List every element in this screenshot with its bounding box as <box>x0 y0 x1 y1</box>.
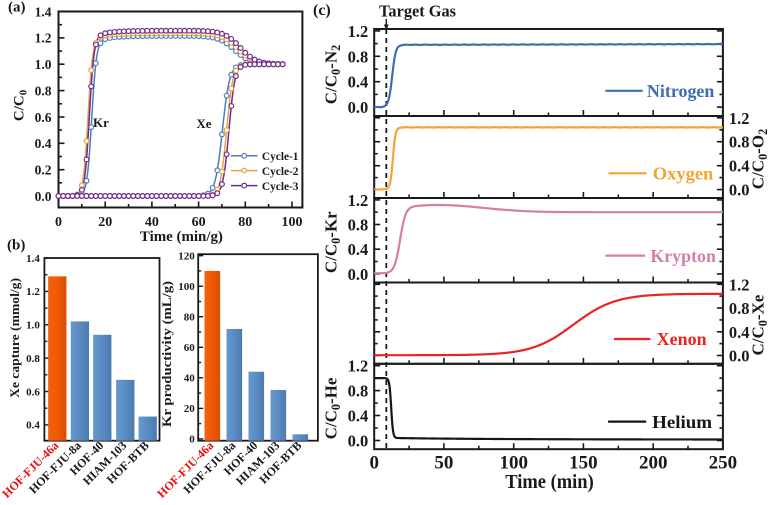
svg-text:0.4: 0.4 <box>729 323 750 342</box>
svg-text:Cycle-1: Cycle-1 <box>262 149 299 163</box>
svg-text:0.8: 0.8 <box>348 216 369 235</box>
svg-text:20: 20 <box>98 215 112 230</box>
svg-text:0.8: 0.8 <box>26 353 40 365</box>
svg-text:250: 250 <box>709 453 738 474</box>
svg-text:1.2: 1.2 <box>35 31 52 46</box>
svg-text:0.0: 0.0 <box>348 265 369 284</box>
svg-text:80: 80 <box>238 215 252 230</box>
svg-text:1.2: 1.2 <box>729 109 750 128</box>
svg-text:C/C0​-N2​: C/C0​-N2​ <box>322 45 344 104</box>
svg-text:1.2: 1.2 <box>348 357 369 376</box>
svg-text:(b): (b) <box>7 238 25 254</box>
svg-text:0.4: 0.4 <box>729 157 750 176</box>
svg-text:(a): (a) <box>8 0 26 16</box>
svg-text:20: 20 <box>184 403 196 415</box>
svg-text:0: 0 <box>189 434 195 446</box>
svg-text:100: 100 <box>282 215 303 230</box>
svg-text:200: 200 <box>639 453 668 474</box>
svg-text:50: 50 <box>434 453 453 474</box>
svg-text:0.0: 0.0 <box>35 189 52 204</box>
svg-text:1.2: 1.2 <box>348 191 369 210</box>
svg-text:0: 0 <box>369 453 379 474</box>
svg-text:40: 40 <box>145 215 159 230</box>
svg-text:Helium: Helium <box>652 412 712 432</box>
svg-text:C/C0​-He: C/C0​-He <box>322 377 344 439</box>
svg-text:1.2: 1.2 <box>26 286 40 298</box>
svg-text:C/C0​-Xe: C/C0​-Xe <box>749 294 771 355</box>
svg-text:1.4: 1.4 <box>35 4 52 19</box>
svg-text:0.0: 0.0 <box>348 432 369 451</box>
svg-text:Time (min/g): Time (min/g) <box>140 229 223 245</box>
svg-text:Nitrogen: Nitrogen <box>647 81 715 101</box>
svg-text:100: 100 <box>499 453 528 474</box>
svg-text:0.8: 0.8 <box>348 382 369 401</box>
svg-text:60: 60 <box>184 342 196 354</box>
svg-text:Kr productivity (mL/g): Kr productivity (mL/g) <box>160 281 174 427</box>
svg-text:0.0: 0.0 <box>348 98 369 117</box>
svg-text:0: 0 <box>55 215 62 230</box>
svg-text:0.2: 0.2 <box>35 163 52 178</box>
svg-text:Time (min): Time (min) <box>505 472 594 493</box>
svg-text:1.0: 1.0 <box>35 57 52 72</box>
svg-text:150: 150 <box>569 453 598 474</box>
svg-text:1.2: 1.2 <box>729 275 750 294</box>
svg-text:0.6: 0.6 <box>26 386 40 398</box>
svg-text:0.8: 0.8 <box>348 47 369 66</box>
svg-text:0.8: 0.8 <box>729 299 750 318</box>
svg-text:80: 80 <box>184 312 196 324</box>
svg-text:0.0: 0.0 <box>729 347 750 366</box>
svg-text:Cycle-3: Cycle-3 <box>262 179 299 193</box>
svg-text:Xenon: Xenon <box>657 329 707 349</box>
svg-text:Xe: Xe <box>196 116 211 131</box>
svg-text:0.4: 0.4 <box>26 420 40 432</box>
svg-text:(c): (c) <box>313 2 331 19</box>
svg-text:Xe capture (mmol/g): Xe capture (mmol/g) <box>8 278 22 398</box>
svg-text:0.6: 0.6 <box>35 110 52 125</box>
svg-text:C/C0​-O2​: C/C0​-O2​ <box>749 129 771 189</box>
svg-text:1.2: 1.2 <box>348 22 369 41</box>
svg-text:C/C0​-Kr: C/C0​-Kr <box>322 211 344 273</box>
svg-text:Oxygen: Oxygen <box>653 164 714 184</box>
svg-text:40: 40 <box>184 373 196 385</box>
svg-text:0.8: 0.8 <box>729 133 750 152</box>
svg-text:Krypton: Krypton <box>650 246 716 266</box>
svg-text:0.4: 0.4 <box>348 73 369 92</box>
svg-text:0.4: 0.4 <box>348 240 369 259</box>
svg-text:0.0: 0.0 <box>729 181 750 200</box>
svg-text:0.4: 0.4 <box>348 407 369 426</box>
svg-text:100: 100 <box>178 281 195 293</box>
svg-text:C/C0​: C/C0​ <box>12 90 30 121</box>
svg-text:Target Gas: Target Gas <box>379 2 456 21</box>
svg-text:0.4: 0.4 <box>35 136 52 151</box>
svg-text:Kr: Kr <box>93 115 109 130</box>
svg-text:60: 60 <box>192 215 206 230</box>
svg-text:1.0: 1.0 <box>26 320 40 332</box>
svg-text:0.8: 0.8 <box>35 83 52 98</box>
svg-text:120: 120 <box>178 251 195 263</box>
svg-text:Cycle-2: Cycle-2 <box>262 164 299 178</box>
svg-text:1.4: 1.4 <box>26 253 40 265</box>
